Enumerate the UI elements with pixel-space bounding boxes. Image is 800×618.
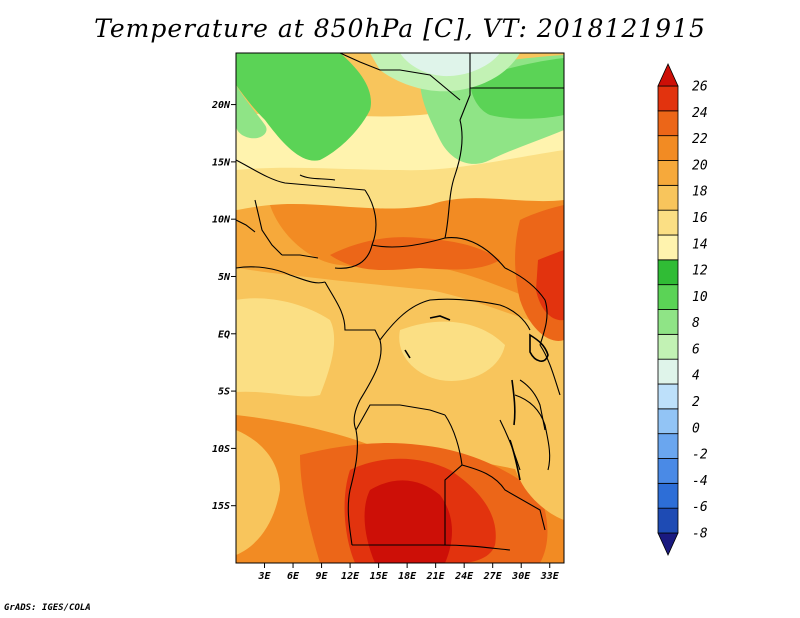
colorbar-label: -2 — [692, 448, 708, 463]
field-hot-east-core — [536, 250, 564, 321]
field-pale-southwest — [236, 430, 280, 555]
lon-tick-label: 15E — [370, 571, 389, 582]
lon-tick-label: 33E — [540, 571, 560, 582]
colorbar-cell — [657, 358, 679, 385]
lakes — [404, 315, 549, 481]
colorbar-cell — [657, 408, 679, 435]
colorbar-label: 16 — [692, 211, 708, 226]
lat-tick-label: 5S — [218, 387, 230, 398]
lon-tick-label: 27E — [483, 571, 503, 582]
colorbar-cell — [657, 209, 679, 236]
map-frame — [235, 52, 565, 564]
colorbar-label: 22 — [692, 132, 708, 147]
lat-tick-label: 5N — [218, 272, 231, 283]
lon-tick-label: 3E — [257, 571, 271, 582]
colorbar-label: 8 — [692, 316, 700, 331]
lat-tick-label: 15N — [212, 157, 231, 168]
colorbar-label: 14 — [692, 237, 708, 252]
lat-tick-label: 10N — [212, 215, 231, 226]
lon-tick-label: 12E — [341, 571, 360, 582]
colorbar-label: 4 — [692, 369, 700, 384]
colorbar-label: 24 — [692, 106, 708, 121]
chart-title: Temperature at 850hPa [C], VT: 201812191… — [94, 14, 706, 43]
colorbar-label: 20 — [692, 158, 708, 173]
colorbar-cell — [657, 333, 679, 360]
colorbar-cell — [657, 284, 679, 310]
field-pale-center — [399, 321, 505, 381]
temperature-field — [236, 53, 564, 563]
lat-tick-label: EQ — [218, 329, 230, 340]
colorbar-cell — [657, 110, 679, 137]
colorbar-cell — [657, 184, 679, 211]
latitude-axis: 20N 15N 10N 5N EQ 5S 10S 15S — [211, 100, 236, 512]
colorbar-label: -8 — [692, 527, 708, 542]
colorbar-label: 12 — [692, 264, 708, 279]
colorbar-cell — [657, 85, 679, 112]
field-green-nw — [236, 53, 371, 161]
lat-tick-label: 10S — [212, 444, 230, 455]
colorbar-max-triangle — [657, 63, 679, 87]
longitude-axis: 3E 6E 9E 12E 15E 18E 21E 24E 27E 30E 33E — [257, 563, 560, 582]
lat-tick-label: 20N — [211, 100, 231, 111]
colorbar-label: 10 — [692, 290, 708, 305]
field-yellow-north — [236, 150, 564, 210]
colorbar-cell — [657, 234, 679, 261]
colorbar-label: 26 — [692, 80, 708, 95]
field-cool-top-core — [400, 53, 500, 77]
colorbar-cell — [657, 458, 679, 484]
lat-tick-label: 15S — [212, 501, 230, 512]
colorbar-cell — [657, 259, 679, 286]
grads-credit: GrADS: IGES/COLA — [4, 603, 91, 613]
colorbar-label: 0 — [692, 421, 700, 436]
colorbar-cell — [657, 135, 679, 161]
country-boundaries — [236, 53, 564, 551]
field-pale-southeast — [509, 428, 564, 520]
lon-tick-label: 18E — [398, 571, 417, 582]
lon-tick-label: 24E — [454, 571, 474, 582]
lon-tick-label: 30E — [511, 571, 531, 582]
colorbar-min-triangle — [657, 532, 679, 556]
colorbar-cell — [657, 482, 679, 509]
lon-tick-label: 6E — [287, 571, 300, 582]
colorbar-cell — [657, 383, 679, 410]
colorbar-label: 2 — [692, 395, 700, 410]
field-hot-south-core — [364, 480, 452, 563]
colorbar-label: 18 — [692, 185, 708, 200]
colorbar-label: -4 — [692, 474, 708, 489]
colorbar-label: -6 — [692, 500, 708, 515]
colorbar-label: 6 — [692, 342, 700, 357]
lon-tick-label: 21E — [426, 571, 446, 582]
lon-tick-label: 9E — [316, 571, 329, 582]
field-lightgreen-nw — [236, 85, 267, 139]
colorbar-cell — [657, 309, 679, 335]
colorbar-cell — [657, 433, 679, 459]
colorbar-cell — [657, 160, 679, 186]
field-pale-west — [236, 298, 335, 397]
colorbar-cell — [657, 507, 679, 534]
